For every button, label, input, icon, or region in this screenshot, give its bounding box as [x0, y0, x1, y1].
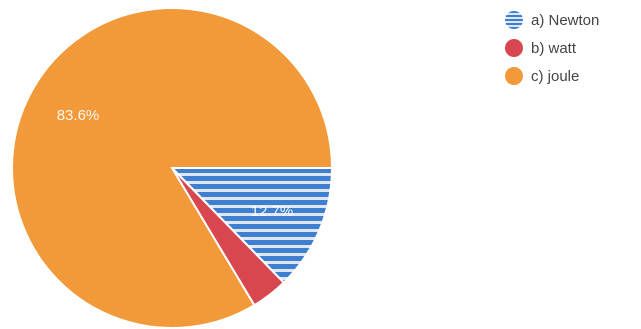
- legend-label-joule: c) joule: [531, 67, 580, 85]
- legend-item-watt[interactable]: b) watt: [505, 36, 599, 60]
- legend-swatch-watt: [505, 39, 523, 57]
- data-label-joule: 83.6%: [57, 107, 100, 124]
- legend-item-joule[interactable]: c) joule: [505, 64, 599, 88]
- legend-swatch-joule: [505, 67, 523, 85]
- pie-slice-joule[interactable]: [11, 6, 334, 329]
- legend-label-watt: b) watt: [531, 39, 577, 57]
- legend-swatch-newton: [505, 11, 523, 29]
- legend-label-newton: a) Newton: [531, 11, 600, 29]
- pie-data-labels: 12.7% 83.6%: [57, 107, 294, 220]
- pie-slices: [11, 6, 334, 329]
- data-label-newton: 12.7%: [251, 203, 294, 220]
- legend-item-newton[interactable]: a) Newton: [505, 8, 599, 32]
- pie-slice-newton[interactable]: [169, 167, 334, 284]
- legend: a) Newton b) watt c) joule: [505, 8, 599, 92]
